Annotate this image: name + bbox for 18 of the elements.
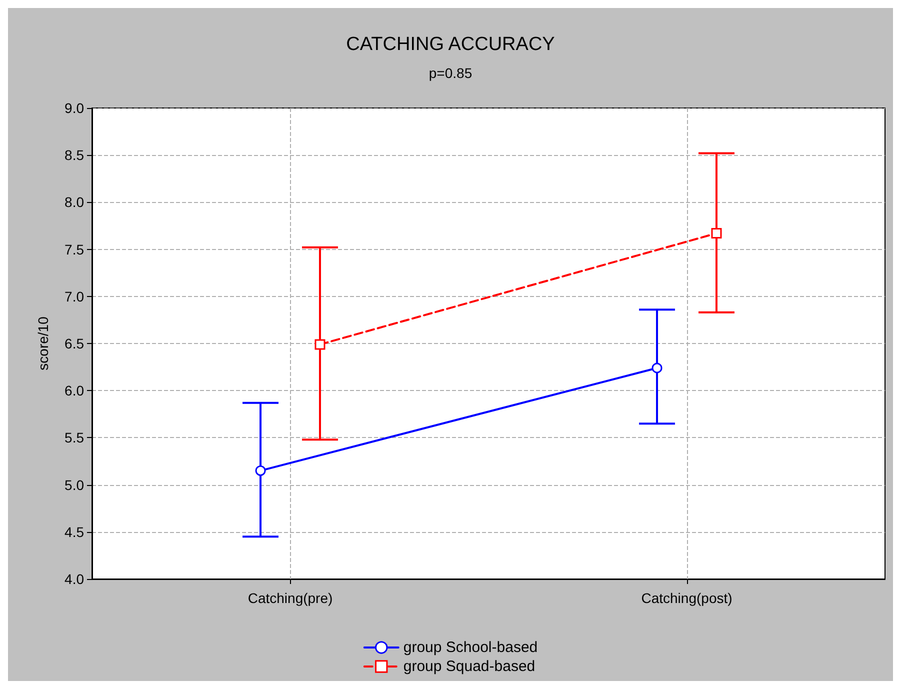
chart-title: CATCHING ACCURACY: [346, 34, 556, 55]
y-tick-label: 8.5: [64, 147, 84, 164]
y-tick-label: 4.0: [64, 571, 84, 587]
y-tick-label: 7.0: [64, 288, 84, 304]
chart-subtitle: p=0.85: [428, 65, 472, 81]
x-tick-label: Catching(pre): [248, 590, 333, 606]
y-tick-label: 7.5: [64, 241, 84, 258]
y-tick-label: 4.5: [64, 524, 84, 540]
y-axis-title: score/10: [35, 316, 51, 370]
y-tick-label: 6.5: [64, 336, 84, 352]
y-tick-label: 9.0: [64, 100, 84, 116]
legend-label: group Squad-based: [403, 658, 536, 675]
y-tick-label: 6.0: [64, 382, 84, 399]
x-tick-label: Catching(post): [641, 590, 732, 606]
legend-label: group School-based: [403, 639, 538, 656]
y-tick-label: 5.5: [64, 430, 84, 446]
y-tick-label: 5.0: [64, 476, 84, 493]
y-tick-label: 8.0: [64, 194, 84, 210]
